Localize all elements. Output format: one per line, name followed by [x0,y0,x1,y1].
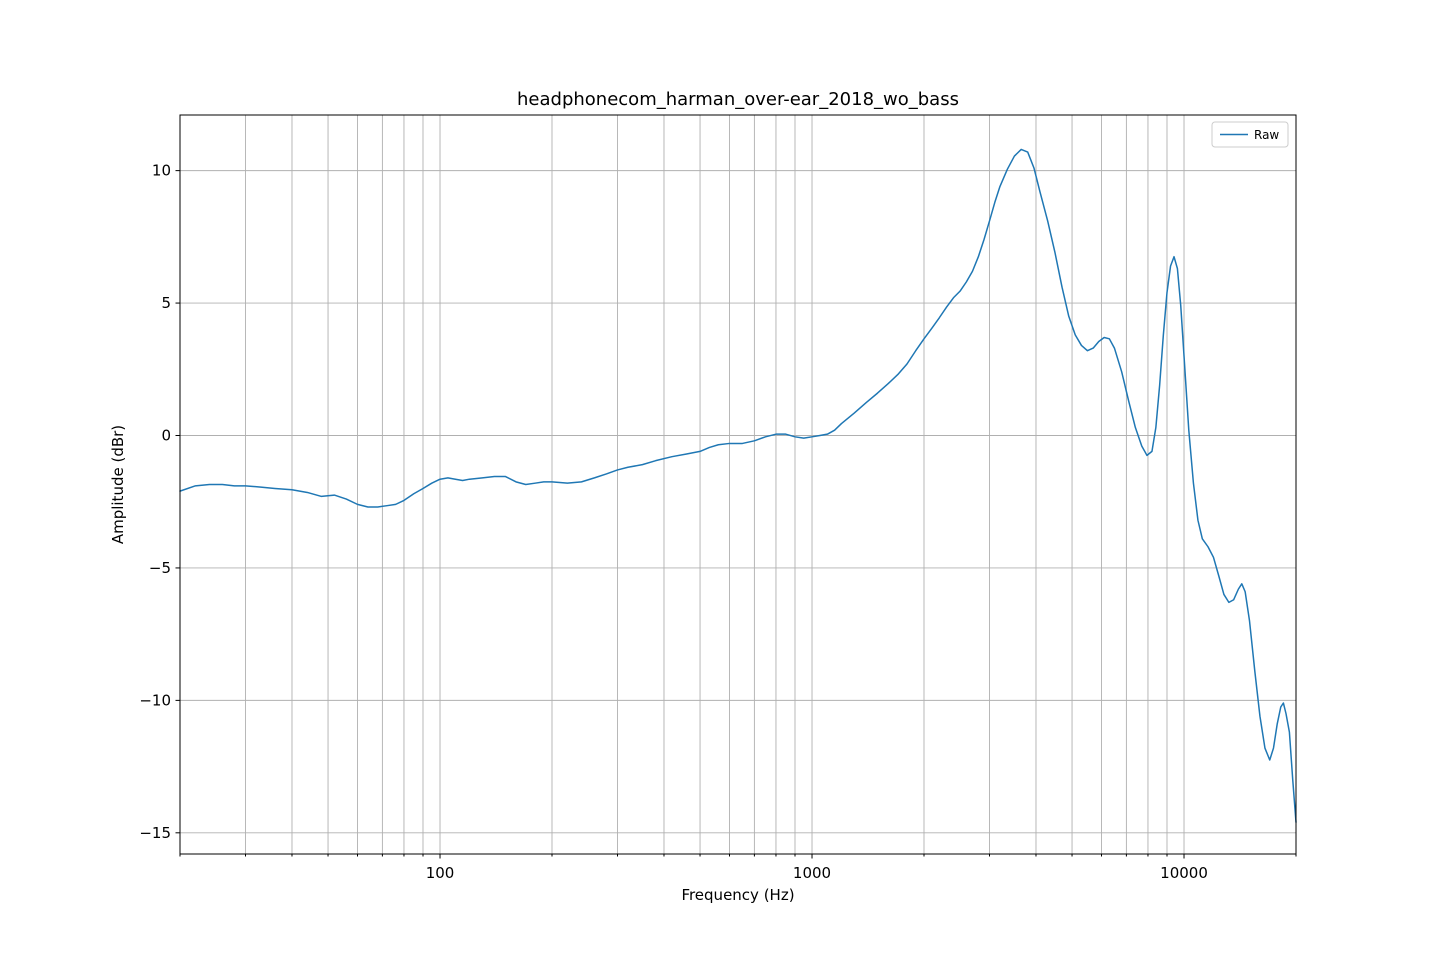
y-tick-label: 10 [152,162,171,180]
plot-frame [179,114,1297,855]
legend-box [1211,121,1289,148]
x-tick-label: 10000 [1160,864,1208,882]
chart-title: headphonecom_harman_over-ear_2018_wo_bas… [517,89,959,110]
x-tick-label: 100 [426,864,455,882]
y-tick-label: 5 [161,294,171,312]
y-axis-ticks: 10 5 0 −5 −10 −15 [139,162,180,842]
series-line-raw [179,148,1297,823]
y-tick-label: 0 [161,426,171,444]
x-tick-label: 1000 [793,864,831,882]
y-tick-label: −10 [139,691,171,709]
series-layer [179,148,1297,823]
grid-lines [179,115,1297,854]
x-axis-label: Frequency (Hz) [681,886,794,904]
x-axis-ticks: 100 1000 10000 [179,854,1297,882]
y-axis-label: Amplitude (dBr) [109,425,127,544]
y-tick-label: −15 [139,824,171,842]
legend: Raw [1211,121,1289,148]
y-tick-label: −5 [149,559,171,577]
legend-entry-raw: Raw [1254,128,1279,142]
